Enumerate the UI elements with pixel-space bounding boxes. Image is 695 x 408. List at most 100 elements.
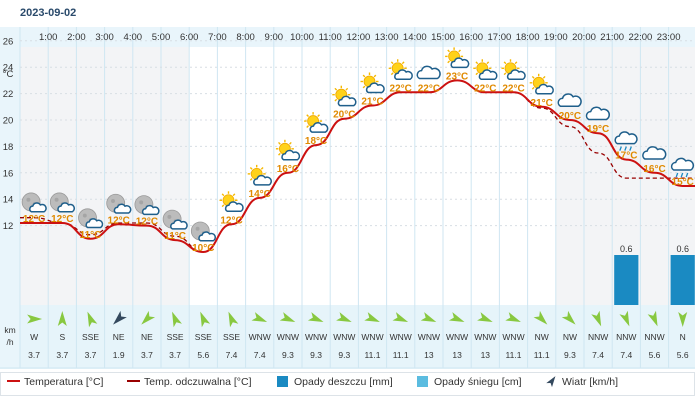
chart-date-title: 2023-09-02: [20, 7, 76, 19]
sun-ray: [306, 125, 309, 128]
wind-speed: 7.4: [592, 350, 604, 360]
wind-arrow-shape: [546, 376, 556, 388]
wind-speed: 3.7: [85, 350, 97, 360]
cloud-shape: [557, 93, 582, 107]
legend-wind-icon: [546, 376, 556, 388]
hour-label: 23:00: [657, 32, 681, 43]
moon-crater: [111, 199, 115, 204]
cloud-shape: [365, 82, 385, 94]
feels-like-line: [20, 79, 695, 253]
hour-label: 17:00: [488, 32, 512, 43]
temperature-label: 22°C: [502, 83, 524, 94]
wind-arrow-icon: [113, 310, 127, 325]
sun-ray: [249, 167, 253, 170]
temperature-label: 12°C: [220, 215, 242, 226]
rain-bar: [670, 255, 695, 305]
wind-speed: 9.3: [338, 350, 350, 360]
wind-speed: 3.7: [169, 350, 181, 360]
wind-direction: NNW: [616, 332, 636, 342]
sun-cloud-icon: [388, 59, 413, 81]
legend-rain-swatch: [277, 376, 288, 387]
hour-label: 4:00: [124, 32, 143, 43]
moon-cloud-icon: [21, 192, 47, 213]
night-band: [104, 47, 133, 305]
hour-label: 2:00: [67, 32, 86, 43]
rain-bar: [614, 255, 639, 305]
temperature-label: 20°C: [559, 111, 581, 122]
wind-arrow-icon: [57, 311, 67, 326]
wind-arrow-shape: [505, 312, 521, 323]
wind-arrow-shape: [619, 310, 630, 327]
sun-ray: [289, 141, 292, 145]
wind-arrow-shape: [307, 312, 324, 323]
wind-arrow-icon: [392, 312, 409, 323]
wind-unit-label: /h: [6, 337, 13, 347]
night-band: [20, 47, 49, 305]
wind-direction: NE: [113, 332, 125, 342]
sun-ray: [362, 85, 366, 89]
cloud-rain-icon: [614, 131, 638, 151]
sun-cloud-icon: [304, 112, 329, 133]
wind-arrow-icon: [364, 312, 380, 323]
wind-direction: NE: [141, 332, 153, 342]
sun-ray: [260, 167, 264, 170]
sun-ray: [334, 87, 338, 91]
cloud-shape: [506, 69, 526, 81]
sun-ray: [514, 61, 518, 65]
sun-cloud-icon: [529, 73, 554, 95]
cloud-shape: [198, 231, 217, 242]
wind-direction: WNW: [390, 332, 412, 342]
rain-drop: [629, 146, 632, 151]
wind-speed: 3.7: [141, 350, 153, 360]
wind-arrow-shape: [336, 312, 352, 323]
wind-arrow-shape: [420, 312, 437, 323]
wind-speed: 7.4: [620, 350, 632, 360]
y-axis-unit: °C: [3, 69, 14, 80]
legend-feels-like-label: Temp. odczuwalna [°C]: [144, 376, 252, 388]
sun-ray: [475, 72, 479, 76]
cloud-icon: [585, 106, 611, 121]
cloud-shape: [170, 219, 188, 230]
cloud-shape: [585, 106, 611, 121]
wind-speed: 11.1: [393, 350, 409, 360]
sun-ray: [345, 87, 349, 91]
cloud-icon: [642, 146, 667, 160]
y-tick-label: 20: [3, 116, 14, 127]
sun-ray: [458, 49, 461, 53]
y-tick-label: 18: [3, 142, 14, 153]
wind-arrow-shape: [172, 311, 182, 328]
moon-cloud-icon: [49, 192, 76, 213]
temperature-label: 11°C: [164, 231, 186, 242]
wind-arrow-shape: [87, 311, 98, 328]
sun-cloud-icon: [275, 139, 301, 161]
sun-ray: [486, 61, 490, 65]
wind-speed: 5.6: [197, 350, 209, 360]
sun-ray: [317, 114, 320, 117]
wind-direction: NW: [563, 332, 577, 342]
wind-arrow-icon: [678, 312, 688, 327]
wind-speed: 9.3: [282, 350, 294, 360]
moon-crater: [139, 200, 144, 205]
temperature-label: 16°C: [277, 164, 299, 175]
wind-arrow-shape: [200, 311, 211, 328]
wind-arrow-icon: [27, 314, 43, 324]
legend-snow-label: Opady śniegu [cm]: [434, 376, 522, 388]
cloud-shape: [337, 95, 357, 107]
sun-ray: [334, 98, 338, 102]
y-tick-label: 14: [3, 195, 14, 206]
hour-label: 14:00: [403, 32, 427, 43]
hour-label: 1:00: [39, 32, 58, 43]
y-tick-label: 22: [3, 89, 14, 100]
wind-speed: 13: [424, 350, 434, 360]
sun-cloud-icon: [219, 191, 244, 213]
wind-direction: WNW: [361, 332, 383, 342]
temperature-label: 21°C: [361, 96, 383, 107]
sun-ray: [503, 72, 507, 76]
wind-arrow-shape: [561, 310, 576, 325]
rain-drop: [675, 172, 679, 178]
hour-label: 8:00: [236, 32, 255, 43]
hour-label: 5:00: [152, 32, 171, 43]
hour-label: 7:00: [208, 32, 227, 43]
temperature-label: 19°C: [587, 124, 609, 135]
cloud-shape: [642, 146, 667, 160]
